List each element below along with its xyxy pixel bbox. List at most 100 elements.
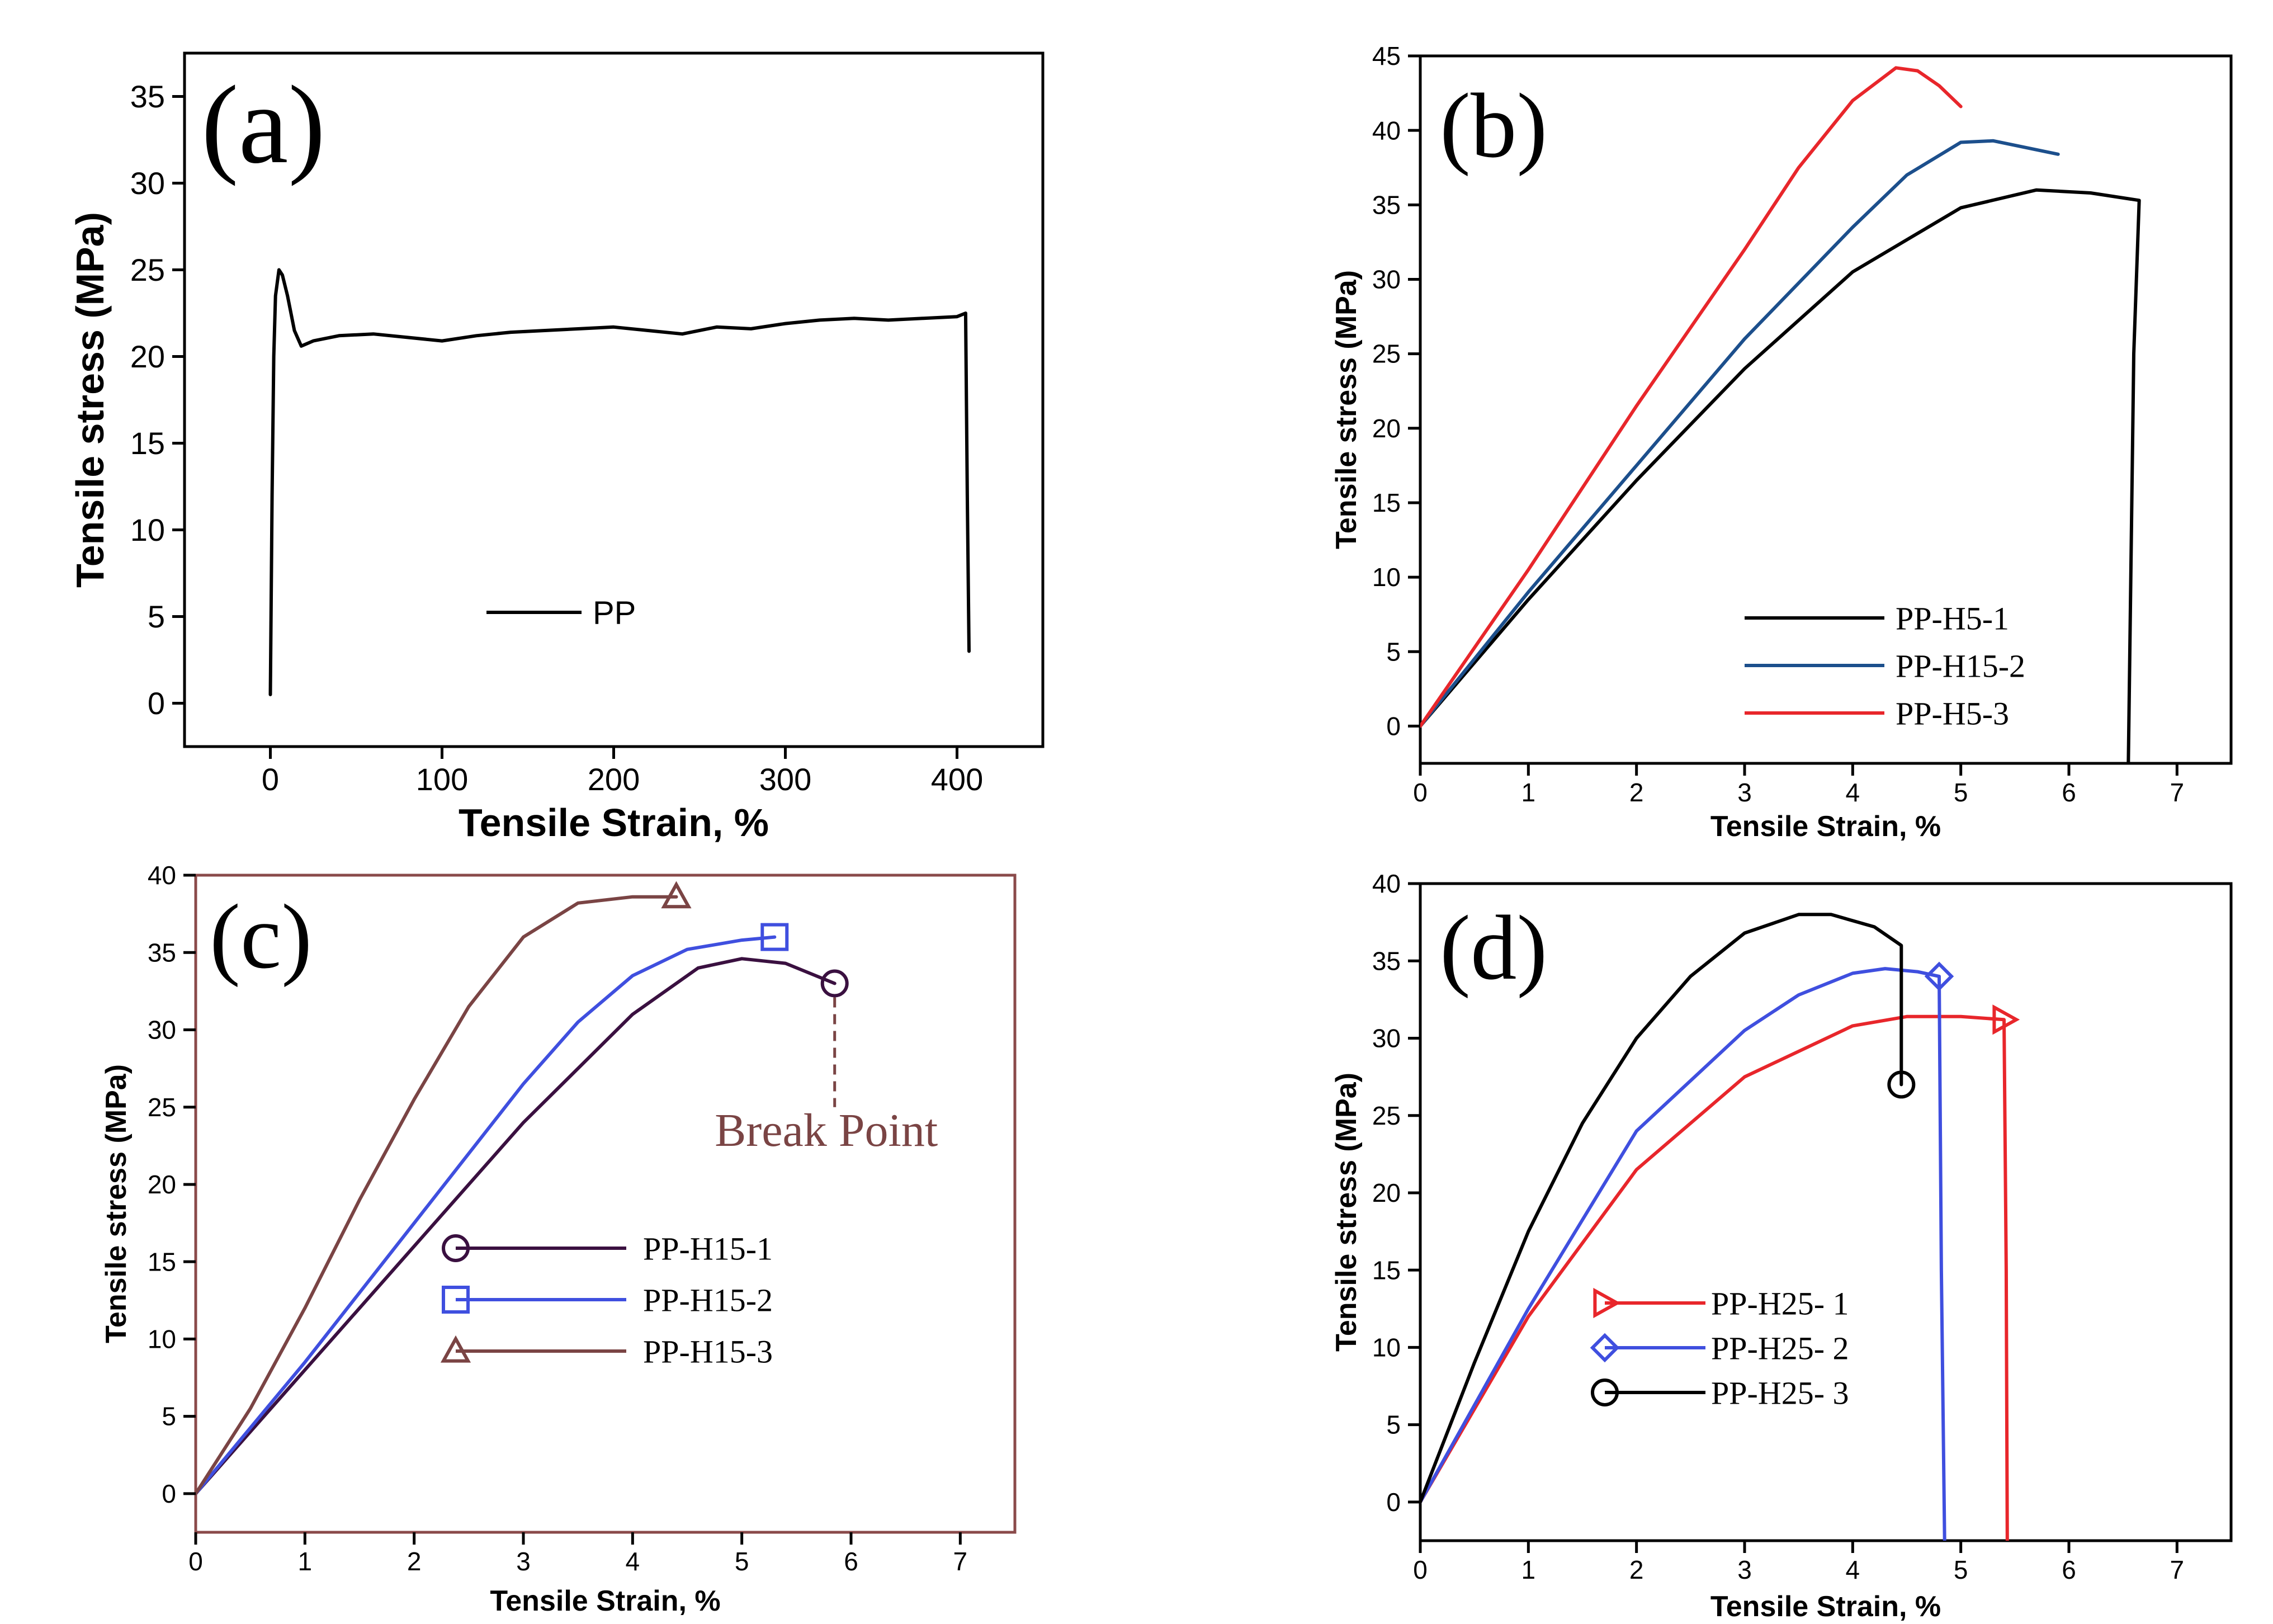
break-marker	[1924, 961, 1954, 992]
legend-label: PP-H15-3	[643, 1333, 773, 1370]
x-tick-label: 0	[1413, 778, 1428, 807]
y-tick-label: 25	[148, 1093, 176, 1122]
break-marker	[661, 881, 692, 909]
legend-label: PP-H5-3	[1896, 695, 2009, 731]
legend-label: PP	[593, 594, 636, 631]
y-tick-label: 20	[130, 339, 165, 374]
x-tick-label: 4	[1846, 778, 1860, 807]
x-tick-label: 2	[1629, 1555, 1644, 1584]
panel-label: (a)	[201, 63, 325, 187]
x-tick-label: 1	[1521, 1555, 1536, 1584]
panel-label: (d)	[1440, 896, 1547, 999]
legend-label: PP-H25- 2	[1711, 1330, 1849, 1366]
x-axis-title: Tensile Strain, %	[490, 1585, 720, 1617]
x-tick-label: 7	[953, 1547, 968, 1576]
x-tick-label: 6	[2062, 778, 2076, 807]
y-axis-title: Tensile stress (MPa)	[1330, 1073, 1363, 1352]
y-axis-title: Tensile stress (MPa)	[100, 1064, 133, 1343]
x-tick-label: 6	[844, 1547, 858, 1576]
x-tick-label: 4	[1846, 1555, 1860, 1584]
x-tick-label: 7	[2170, 778, 2185, 807]
y-tick-label: 10	[130, 512, 165, 547]
plot-frame	[194, 874, 1017, 1534]
x-tick-label: 2	[1629, 778, 1644, 807]
legend-label: PP-H15-1	[643, 1230, 773, 1267]
series-line-pp-h5-1	[1420, 188, 2141, 763]
x-tick-label: 200	[588, 762, 640, 797]
x-axis-title: Tensile Strain, %	[1710, 1590, 1941, 1623]
x-tick-label: 0	[262, 762, 279, 797]
y-tick-label: 5	[162, 1402, 176, 1431]
y-tick-label: 45	[1372, 41, 1401, 70]
break-marker	[1992, 1004, 2020, 1035]
x-tick-label: 1	[298, 1547, 313, 1576]
y-tick-label: 40	[1372, 869, 1401, 898]
y-tick-label: 5	[148, 599, 165, 634]
x-tick-label: 3	[1737, 1555, 1752, 1584]
break-marker	[820, 969, 849, 998]
legend-marker	[1593, 1287, 1621, 1319]
series-line-pp-h25-1	[1420, 1014, 2009, 1541]
y-tick-label: 30	[130, 166, 165, 201]
plot-frame	[1419, 54, 2233, 765]
y-tick-label: 35	[1372, 946, 1401, 975]
y-tick-label: 30	[1372, 1024, 1401, 1053]
y-tick-label: 15	[1372, 488, 1401, 517]
y-tick-label: 0	[1386, 1488, 1401, 1517]
panel-label: (c)	[210, 885, 312, 988]
x-tick-label: 5	[1954, 778, 1968, 807]
y-tick-label: 30	[1372, 265, 1401, 294]
legend-marker	[442, 1286, 470, 1314]
y-axis-title: Tensile stress (MPa)	[1330, 270, 1363, 549]
panel-a: 0 100 200 300 400 0 5 10 15 20 25 30 35 Tensile Strai…	[68, 51, 1045, 844]
x-axis-title: Tensile Strain, %	[459, 801, 769, 844]
y-tick-label: 15	[1372, 1255, 1401, 1285]
x-tick-label: 5	[735, 1547, 749, 1576]
series-line-pp	[268, 268, 971, 696]
legend-label: PP-H15-2	[1896, 648, 2025, 684]
y-tick-label: 25	[130, 252, 165, 287]
y-tick-label: 35	[148, 938, 176, 967]
break-marker	[760, 923, 789, 951]
legend-label: PP-H5-1	[1896, 600, 2009, 636]
x-tick-label: 4	[626, 1547, 640, 1576]
legend-label: PP-H25- 1	[1711, 1285, 1849, 1321]
x-tick-label: 300	[759, 762, 811, 797]
legend-label: PP-H25- 3	[1711, 1375, 1849, 1411]
y-tick-label: 15	[130, 426, 165, 461]
y-tick-label: 20	[1372, 414, 1401, 443]
series-line-pp-h5-3	[1420, 66, 1963, 728]
y-tick-label: 30	[148, 1016, 176, 1045]
x-tick-label: 5	[1954, 1555, 1968, 1584]
y-tick-label: 25	[1372, 339, 1401, 369]
series-line-pp-h25-3	[1420, 913, 1903, 1504]
legend-marker	[440, 1335, 471, 1363]
x-tick-label: 400	[931, 762, 983, 797]
y-tick-label: 35	[1372, 190, 1401, 219]
y-tick-label: 20	[1372, 1178, 1401, 1207]
y-tick-label: 5	[1386, 637, 1401, 666]
panel-label: (b)	[1440, 74, 1547, 177]
series-line-pp-h15-1	[196, 957, 837, 1495]
series-line-pp-h15-2	[196, 935, 777, 1495]
y-tick-label: 40	[1372, 116, 1401, 145]
break-point-annotation: Break Point	[715, 1104, 938, 1156]
y-tick-label: 40	[148, 861, 176, 890]
x-tick-label: 7	[2170, 1555, 2185, 1584]
x-tick-label: 6	[2062, 1555, 2076, 1584]
y-tick-label: 5	[1386, 1410, 1401, 1439]
y-tick-label: 10	[1372, 563, 1401, 592]
legend-marker	[1591, 1378, 1619, 1406]
x-tick-label: 1	[1521, 778, 1536, 807]
y-tick-label: 10	[1372, 1333, 1401, 1362]
x-tick-label: 3	[516, 1547, 531, 1576]
legend-marker	[442, 1234, 470, 1262]
x-tick-label: 2	[407, 1547, 422, 1576]
legend-label: PP-H15-2	[643, 1282, 773, 1318]
y-axis-title: Tensile stress (MPa)	[68, 212, 112, 588]
y-tick-label: 0	[162, 1479, 176, 1508]
x-tick-label: 0	[188, 1547, 203, 1576]
y-tick-label: 0	[1386, 712, 1401, 741]
